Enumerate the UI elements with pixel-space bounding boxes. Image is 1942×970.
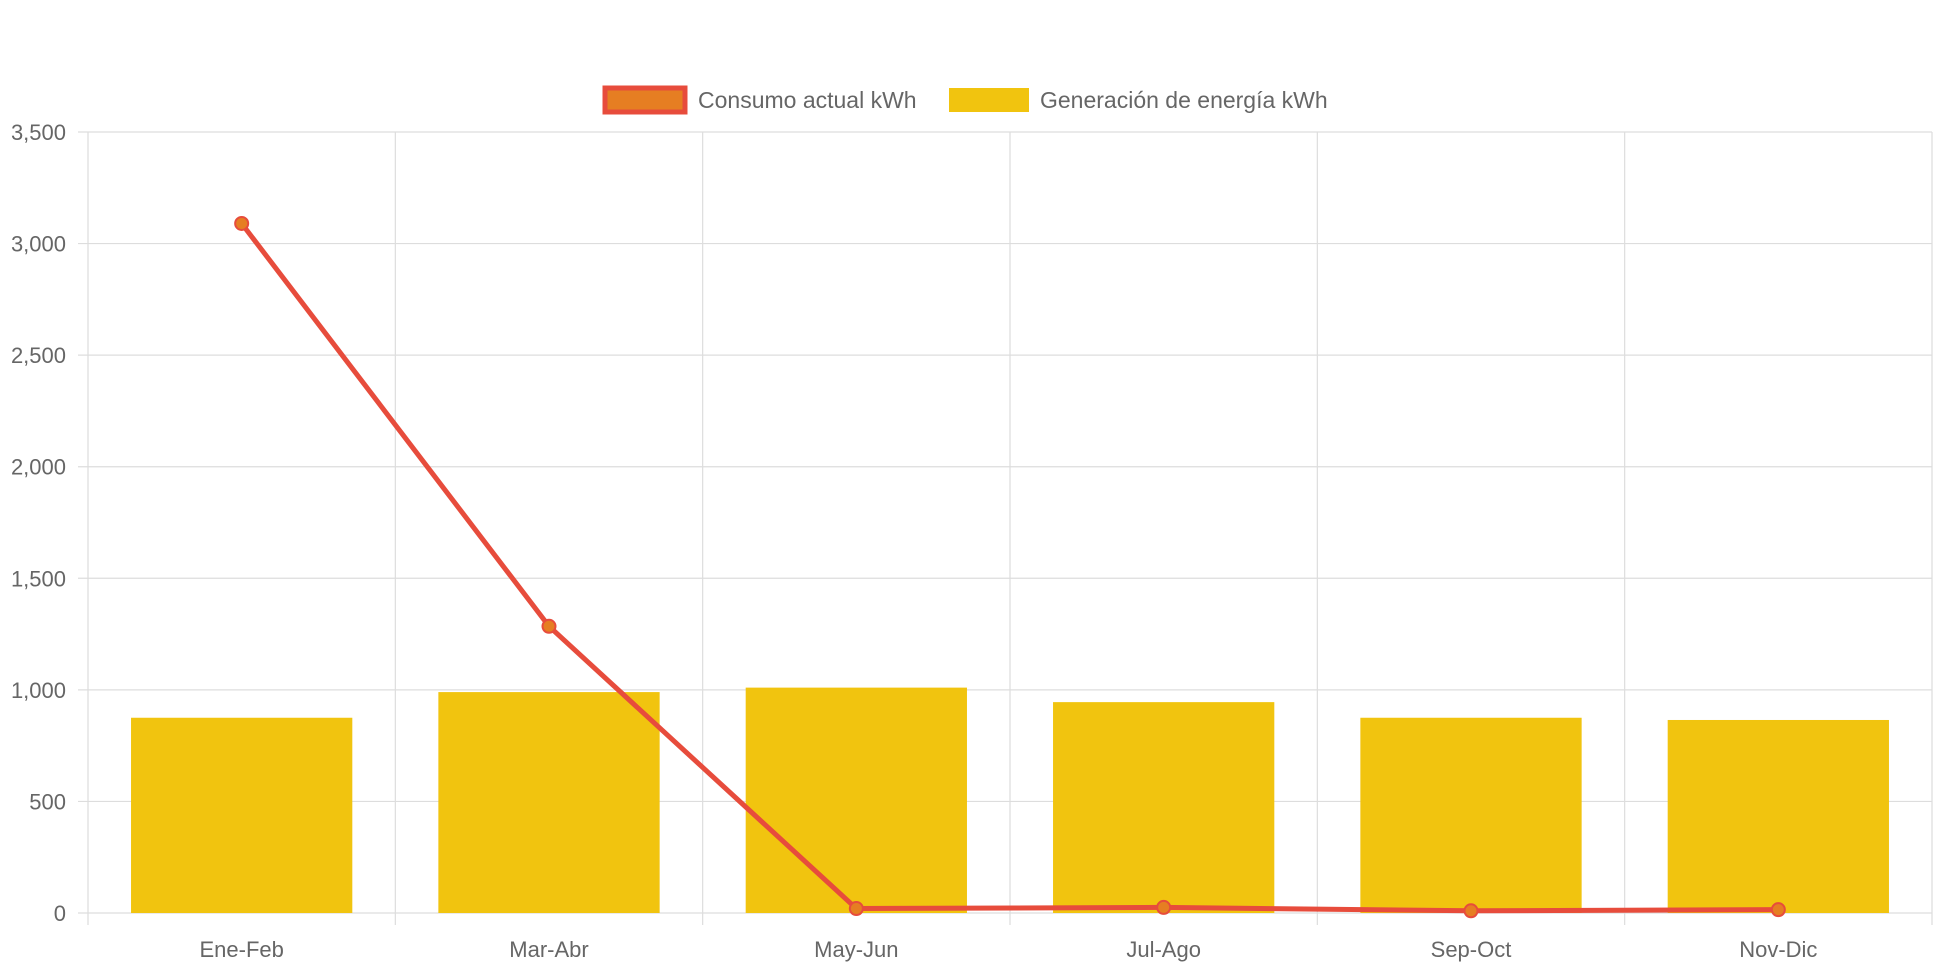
x-tick-label: Ene-Feb	[199, 937, 283, 962]
bar-generacion[interactable]	[1053, 702, 1275, 913]
bar-generacion[interactable]	[438, 692, 660, 913]
legend-swatch-consumo	[602, 85, 688, 115]
legend-label-generacion: Generación de energía kWh	[1040, 87, 1328, 113]
axes: 0 500 1,000 1,500 2,000 2,500 3,000 3,500 Ene-Fe…	[11, 120, 1818, 962]
grid	[78, 131, 1933, 925]
y-tick-label: 1,500	[11, 566, 66, 591]
x-tick-label: May-Jun	[814, 937, 898, 962]
y-tick-label: 2,000	[11, 455, 66, 480]
bar-generacion[interactable]	[1667, 719, 1889, 913]
point-consumo[interactable]	[234, 215, 250, 231]
y-tick-label: 1,000	[11, 678, 66, 703]
point-consumo[interactable]	[1156, 899, 1172, 915]
y-tick-label: 500	[29, 789, 66, 814]
x-tick-label: Jul-Ago	[1126, 937, 1201, 962]
x-tick-label: Mar-Abr	[509, 937, 588, 962]
bar-generacion[interactable]	[745, 687, 967, 913]
y-tick-label: 3,000	[11, 232, 66, 257]
bar-generacion[interactable]	[1360, 717, 1582, 913]
x-tick-label: Nov-Dic	[1739, 937, 1817, 962]
legend: Consumo actual kWh Generación de energía…	[602, 85, 1328, 115]
point-consumo[interactable]	[1463, 903, 1479, 919]
line-series	[234, 215, 1786, 919]
legend-swatch-generacion	[949, 88, 1029, 112]
x-tick-label: Sep-Oct	[1431, 937, 1512, 962]
y-tick-label: 3,500	[11, 120, 66, 145]
point-consumo[interactable]	[1770, 902, 1786, 918]
line-consumo	[239, 220, 1781, 914]
legend-item-consumo[interactable]: Consumo actual kWh	[602, 85, 917, 115]
point-consumo[interactable]	[541, 618, 557, 634]
y-tick-label: 2,500	[11, 343, 66, 368]
bar-generacion[interactable]	[131, 717, 353, 913]
legend-label-consumo: Consumo actual kWh	[698, 87, 917, 113]
legend-item-generacion[interactable]: Generación de energía kWh	[949, 87, 1328, 113]
point-consumo[interactable]	[848, 901, 864, 917]
y-tick-label: 0	[54, 901, 66, 926]
bar-series	[131, 687, 1889, 913]
